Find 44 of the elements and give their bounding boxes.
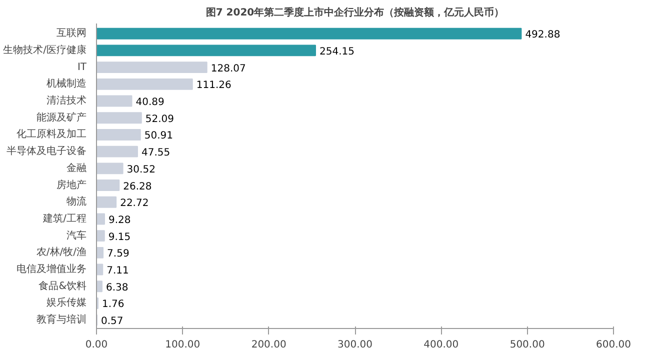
data-label: 40.89 [136,97,164,108]
data-label: 50.91 [144,130,174,142]
data-label: 0.57 [100,316,124,328]
data-label: 9.15 [108,232,131,243]
data-label: 52.09 [145,114,174,125]
y-tick-label: 能源及矿产 [36,111,86,124]
data-label: 30.52 [126,164,156,176]
data-label: 9.28 [108,214,131,226]
y-tick-label: 食品&饮料 [38,280,87,292]
data-label: 22.72 [120,198,149,210]
y-tick-label: 机械制造 [46,78,86,90]
y-tick-label: 化工原料及加工 [16,128,86,140]
data-label: 26.28 [123,181,152,192]
data-label: 111.26 [196,80,232,92]
x-tick-label: 200.00 [251,340,286,350]
data-label: 7.59 [107,248,130,260]
y-tick-label: 建筑/工程 [42,212,87,224]
y-tick-label: 汽车 [66,229,86,242]
x-tick-label: 0.00 [85,340,108,350]
y-tick-label: IT [77,62,88,73]
y-tick-label: 生物技术/医疗健康 [3,44,87,56]
data-label: 1.76 [102,299,124,310]
x-tick-label: 100.00 [165,340,200,350]
data-label: 254.15 [319,46,354,58]
data-label: 47.55 [141,148,170,159]
y-tick-label: 互联网 [56,27,86,40]
x-tick-label: 600.00 [596,340,632,350]
x-tick-label: 400.00 [424,340,459,350]
y-tick-label: 教育与培训 [36,314,86,326]
x-tick-label: 300.00 [338,340,373,350]
y-tick-label: 物流 [66,196,86,208]
y-tick-label: 娱乐传媒 [46,296,86,309]
y-tick-label: 农/林/牧/渔 [36,246,86,258]
data-label: 128.07 [210,63,246,74]
y-tick-label: 清洁技术 [46,94,86,107]
chart-title: 图7 2020年第二季度上市中企行业分布（按融资额，亿元人民币） [206,6,504,18]
x-tick-label: 500.00 [510,340,545,350]
y-tick-label: 电信及增值业务 [16,263,86,276]
data-label: 7.11 [106,266,129,277]
y-tick-label: 半导体及电子设备 [6,145,86,158]
y-tick-label: 金融 [66,162,86,174]
data-label: 6.38 [106,282,128,294]
y-tick-label: 房地产 [56,178,86,191]
data-label: 492.88 [525,30,560,41]
